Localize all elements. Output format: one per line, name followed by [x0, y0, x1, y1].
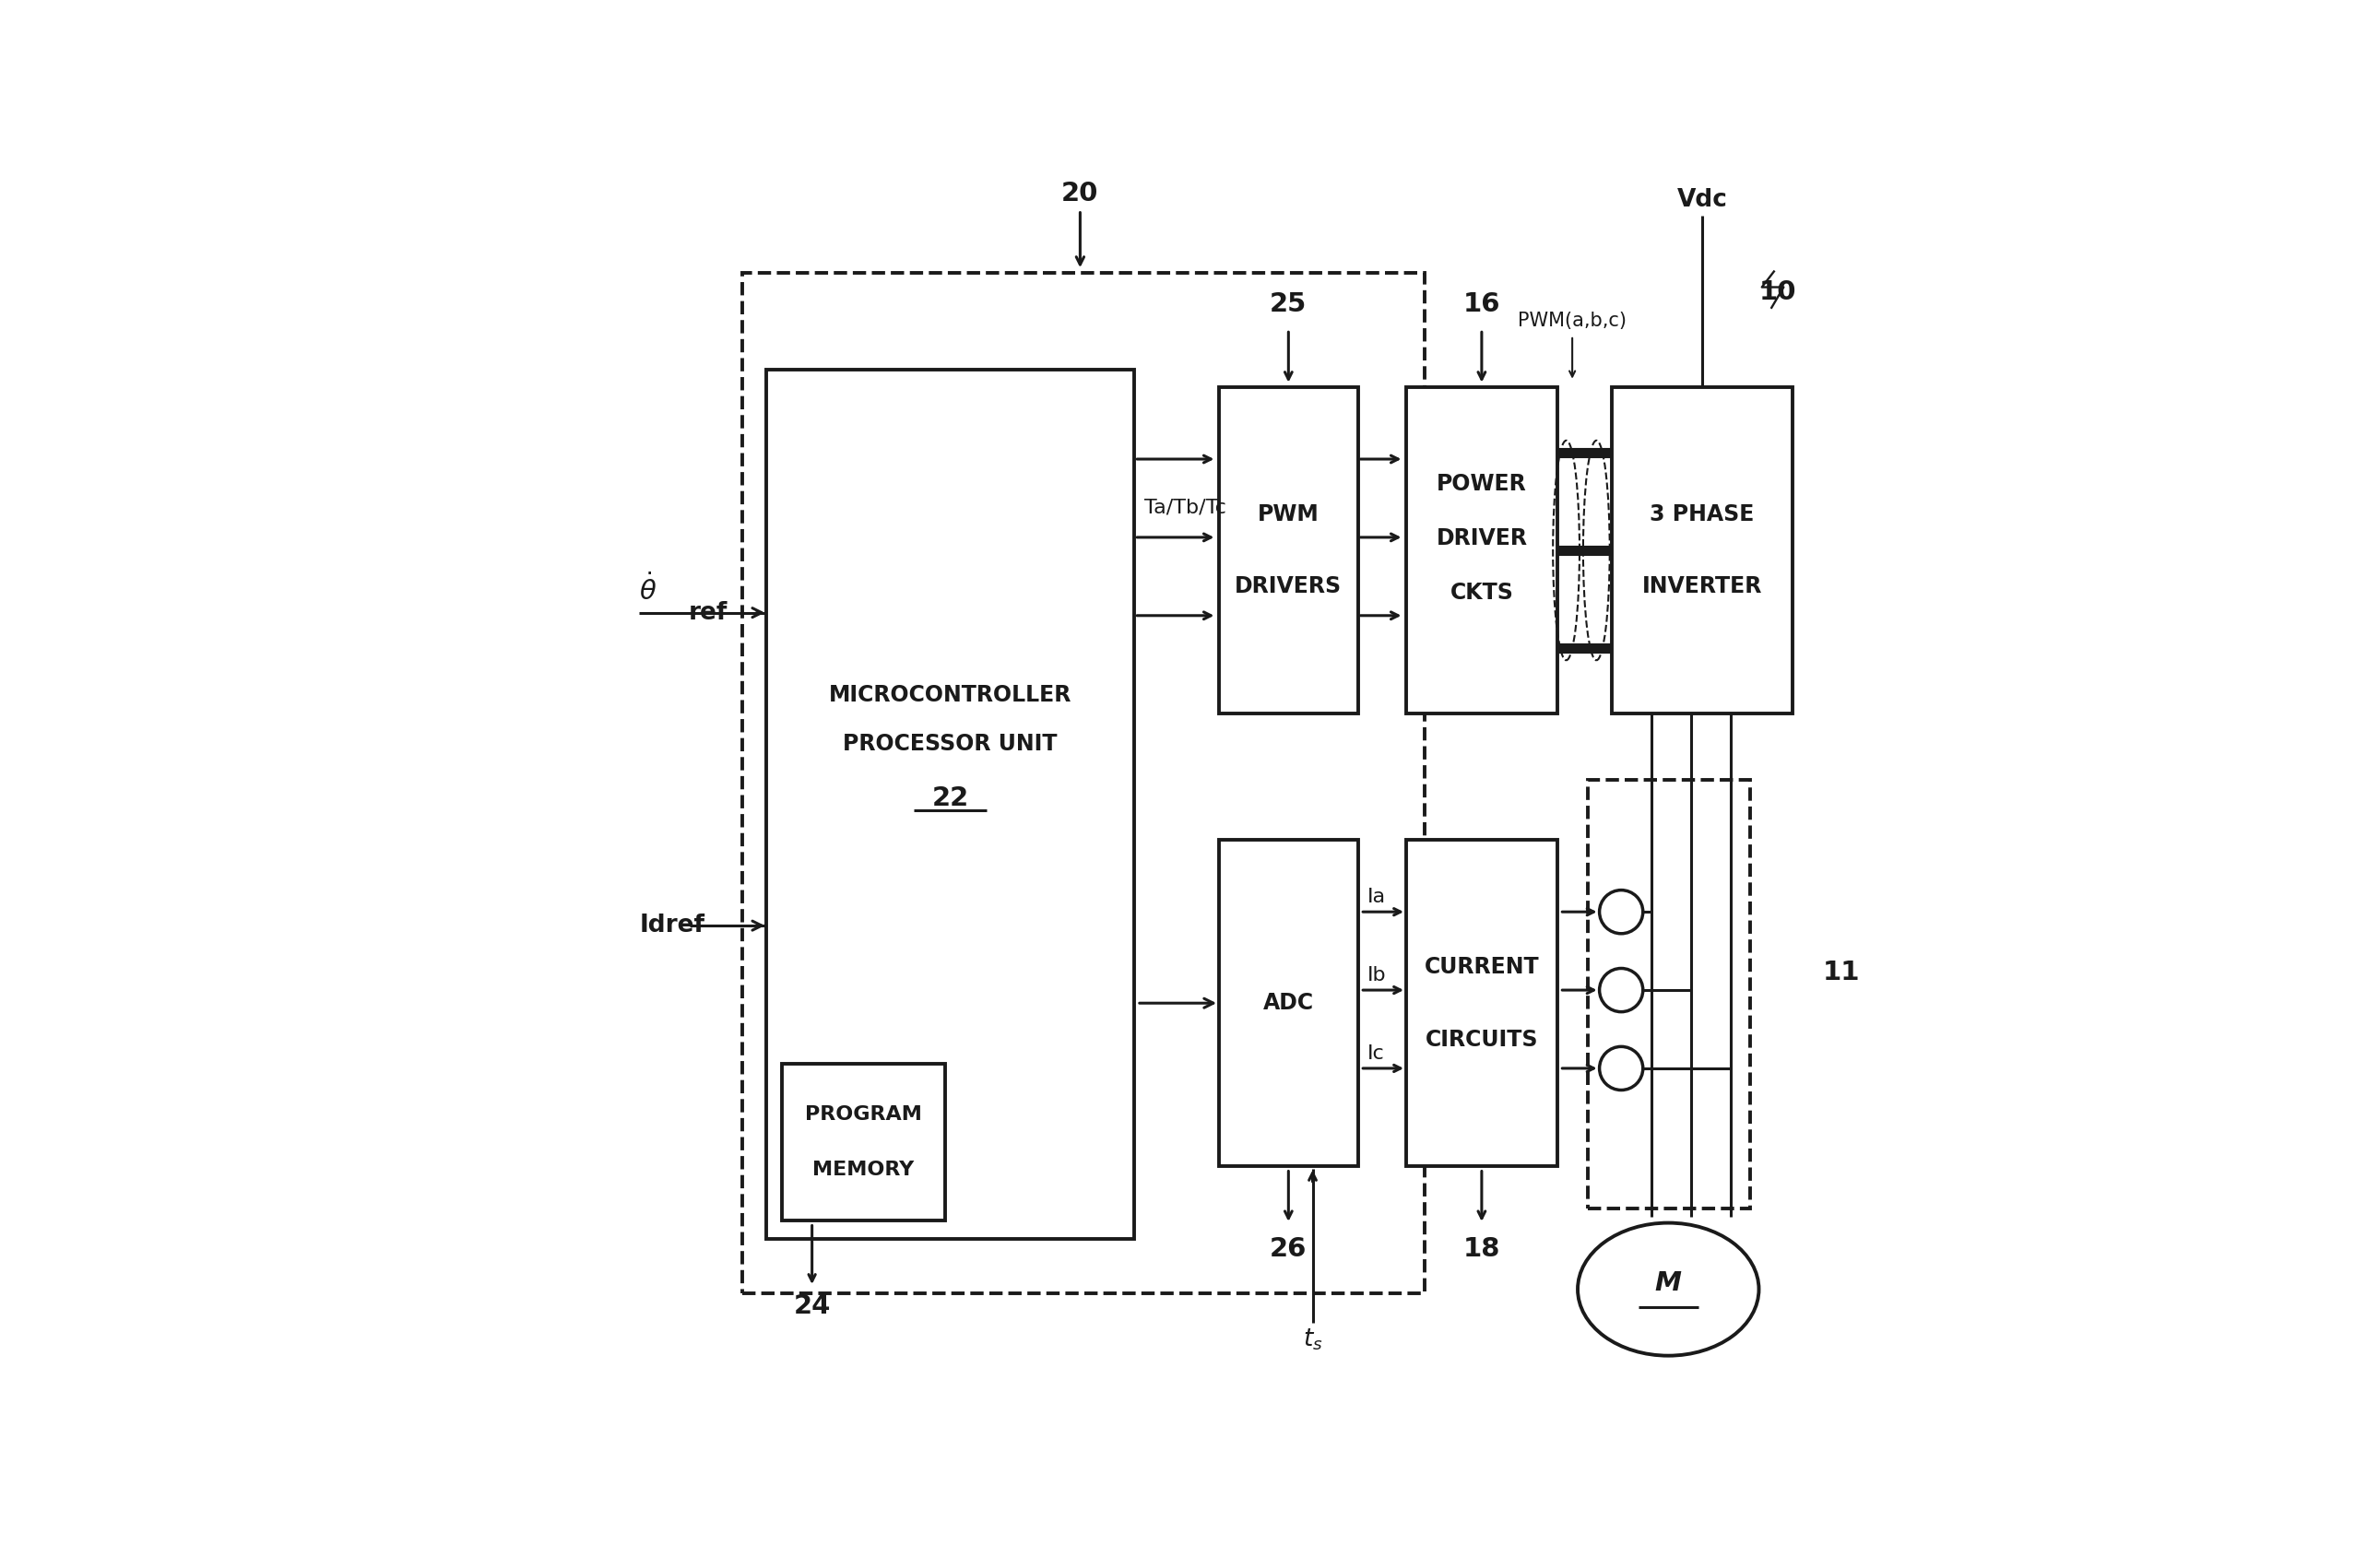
Text: 22: 22: [933, 786, 968, 811]
Bar: [1406, 387, 1557, 713]
Bar: [1406, 840, 1557, 1167]
Text: 18: 18: [1462, 1236, 1500, 1262]
Text: MICROCONTROLLER: MICROCONTROLLER: [829, 684, 1072, 706]
Text: Ic: Ic: [1368, 1044, 1385, 1063]
Bar: [765, 370, 1135, 1239]
Text: 25: 25: [1269, 292, 1307, 317]
Text: INVERTER: INVERTER: [1641, 575, 1762, 597]
Text: PROGRAM: PROGRAM: [805, 1105, 921, 1123]
Text: DRIVERS: DRIVERS: [1234, 575, 1342, 597]
Text: PROCESSOR UNIT: PROCESSOR UNIT: [843, 732, 1057, 754]
Text: CKTS: CKTS: [1451, 582, 1514, 604]
Text: POWER: POWER: [1437, 474, 1526, 495]
Bar: [1220, 387, 1359, 713]
Text: PWM(a,b,c): PWM(a,b,c): [1519, 312, 1627, 331]
Text: 10: 10: [1759, 279, 1797, 306]
Text: 20: 20: [1062, 180, 1100, 207]
Text: $t_s$: $t_s$: [1302, 1327, 1324, 1352]
Text: PWM: PWM: [1258, 503, 1319, 525]
Text: 24: 24: [794, 1294, 831, 1319]
Text: DRIVER: DRIVER: [1437, 527, 1528, 549]
Text: CURRENT: CURRENT: [1425, 956, 1540, 978]
Text: 16: 16: [1462, 292, 1500, 317]
Bar: [742, 273, 1425, 1294]
Bar: [1587, 779, 1750, 1209]
Text: Idref: Idref: [638, 914, 704, 938]
Text: 26: 26: [1269, 1236, 1307, 1262]
Text: CIRCUITS: CIRCUITS: [1425, 1029, 1538, 1051]
Text: ADC: ADC: [1262, 993, 1314, 1014]
Text: Vdc: Vdc: [1677, 188, 1729, 212]
Bar: [1220, 840, 1359, 1167]
Text: MEMORY: MEMORY: [812, 1160, 914, 1179]
Text: $\dot{\theta}$: $\dot{\theta}$: [638, 574, 657, 605]
Text: 11: 11: [1823, 960, 1860, 986]
Text: Ia: Ia: [1368, 887, 1387, 906]
Text: M: M: [1656, 1270, 1681, 1297]
Text: Ib: Ib: [1368, 966, 1387, 985]
Text: ref: ref: [688, 601, 728, 624]
Text: 3 PHASE: 3 PHASE: [1651, 503, 1754, 525]
Text: Ta/Tb/Tc: Ta/Tb/Tc: [1145, 499, 1227, 516]
Bar: [782, 1063, 944, 1220]
Bar: [1611, 387, 1792, 713]
